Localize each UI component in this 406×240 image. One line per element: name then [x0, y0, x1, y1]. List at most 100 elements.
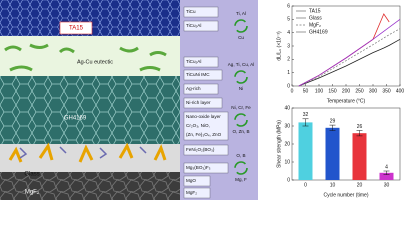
legend-label: MgF₂ [309, 22, 321, 28]
bar [325, 127, 340, 180]
reaction-from: Ni, Cr, Fe [231, 105, 251, 110]
reaction-arrow [234, 70, 248, 84]
phase-box [183, 56, 219, 68]
x-axis-title: Cycle number (time) [323, 192, 368, 198]
y-tick-label: 0 [287, 177, 290, 183]
phase-box [183, 69, 223, 81]
phase-box [183, 144, 229, 156]
phase-box [183, 83, 219, 95]
phase-label: MgO [186, 178, 196, 183]
y-tick-label: 10 [284, 159, 290, 165]
y-tick-label: 0 [287, 83, 290, 89]
mgf2-grains [0, 172, 180, 200]
phase-label: Mg₃(BO₃)F₃ [186, 165, 211, 170]
value-label: 4 [385, 164, 388, 170]
phase-box [183, 162, 229, 174]
phase-label: TiCu₂Al [186, 59, 201, 64]
x-axis-title: Temperature (°C) [327, 98, 366, 104]
bar [298, 122, 313, 180]
x-tick-label: 10 [330, 182, 336, 188]
y-tick-label: 1 [287, 70, 290, 76]
schematic: TA15 Ag-Cu eutectic GH4169 Glass MgF₂ [0, 0, 180, 200]
x-tick-label: 0 [291, 88, 294, 94]
figure: TA15 Ag-Cu eutectic GH4169 Glass MgF₂ Ti… [0, 0, 404, 200]
glass-crystals [8, 142, 167, 163]
x-tick-label: 250 [355, 88, 364, 94]
phase-box [183, 6, 219, 18]
x-tick-label: 300 [369, 88, 378, 94]
x-tick-label: 30 [384, 182, 390, 188]
phase-box [183, 20, 219, 32]
phase-box [183, 175, 211, 187]
gh4169-grains [0, 76, 180, 144]
bar [352, 133, 367, 180]
x-tick-label: 0 [304, 182, 307, 188]
layer-label: MgF₂ [25, 190, 40, 196]
reaction-from: Ti, Al [236, 11, 246, 16]
error-bar [329, 124, 336, 131]
phase-box [183, 187, 211, 199]
phase-label: Nano-oxide layer [186, 114, 221, 119]
x-tick-label: 150 [328, 88, 337, 94]
reaction-arrow [234, 161, 248, 175]
value-label: 29 [330, 118, 336, 124]
x-tick-label: 100 [315, 88, 324, 94]
y-tick-label: 30 [284, 123, 290, 129]
legend-label: GH4169 [309, 29, 328, 35]
legend-label: TA15 [309, 8, 321, 14]
error-bar [302, 118, 309, 127]
y-tick-label: 4 [287, 30, 290, 36]
y-axis-title: Shear strength (MPa) [276, 120, 282, 168]
phase-label: Ag-rich [186, 86, 201, 91]
series-line [298, 38, 401, 87]
phase-column: TiCu TiCu₂Al TiCu₂Al TiCuNi IMC Ag-rich … [180, 0, 258, 200]
layer-label: Ag-Cu eutectic [77, 59, 113, 65]
layer-label: Glass [24, 172, 39, 178]
y-axis-title: dL/L₀ (×10⁻³) [276, 31, 282, 61]
x-tick-label: 200 [342, 88, 351, 94]
bar [379, 172, 394, 180]
x-tick-label: 50 [303, 88, 309, 94]
reaction-arrow [234, 19, 248, 33]
phase-label: TiCuNi IMC [186, 72, 210, 77]
error-bar [383, 170, 390, 175]
layer-label: TA15 [69, 26, 84, 32]
phase-label: Cr₂O₃, NiO, [186, 123, 210, 128]
y-tick-label: 3 [287, 43, 290, 49]
agcu-layer [0, 36, 180, 76]
reaction-to: Cu [238, 35, 244, 40]
phase-label: TiCu [186, 9, 196, 14]
reaction-to: Ni [239, 86, 243, 91]
error-bar [356, 130, 363, 137]
phase-label: FeNi₂O₂(BO₃) [186, 147, 215, 152]
reaction-to: O, Zn, B [232, 129, 249, 134]
x-tick-label: 350 [382, 88, 391, 94]
phase-label: TiCu₂Al [186, 23, 201, 28]
phase-box [183, 97, 223, 109]
x-tick-label: 20 [357, 182, 363, 188]
y-tick-label: 40 [284, 105, 290, 111]
y-tick-label: 2 [287, 57, 290, 63]
value-label: 26 [357, 124, 363, 130]
reaction-to: Mg, F [235, 177, 247, 182]
agcu-grains [4, 43, 167, 72]
phase-label: Ni-rich layer [186, 100, 211, 105]
phase-label: (Zn, Fe)₃O₄, ZnO [186, 132, 222, 137]
value-label: 32 [303, 112, 309, 118]
x-tick-label: 400 [396, 88, 405, 94]
reaction-arrow [234, 113, 248, 127]
reaction-from: Ag, Ti, Cu, Al [228, 62, 255, 67]
legend-label: Glass [309, 15, 322, 21]
glass-needles [19, 146, 147, 159]
y-tick-label: 6 [287, 3, 290, 9]
y-tick-label: 20 [284, 141, 290, 147]
reaction-from: O, B [236, 153, 245, 158]
phase-box [183, 111, 229, 141]
series-line [298, 19, 401, 87]
series-line [298, 28, 401, 87]
y-tick-label: 5 [287, 17, 290, 23]
charts: 0 1 2 3 4 5 6 dL/L₀ (×10⁻³) Temperature (°C) 0 50 1… [276, 3, 404, 198]
label-box [59, 21, 93, 35]
phase-label: MgF₂ [186, 190, 197, 195]
layer-label: GH4169 [64, 116, 87, 122]
